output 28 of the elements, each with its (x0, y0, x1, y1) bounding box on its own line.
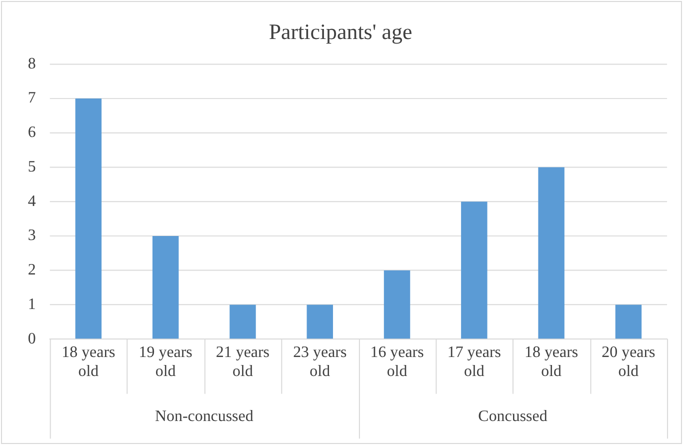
bar (384, 270, 410, 339)
bar (75, 98, 102, 339)
y-tick-label: 6 (28, 124, 36, 142)
y-tick-label: 1 (28, 296, 36, 313)
bar (538, 167, 564, 339)
y-tick-label: 5 (28, 158, 36, 176)
bar (306, 304, 333, 339)
chart-title: Participants' age (268, 18, 412, 44)
text: Non-concussed (154, 408, 254, 425)
bar (615, 304, 642, 339)
x-tick-label: 18 years old (62, 344, 116, 380)
y-tick-label: 7 (28, 90, 36, 107)
y-tick-label: 4 (28, 192, 36, 210)
bar (461, 202, 488, 339)
bar (230, 304, 256, 339)
x-tick-label: 21 years old (216, 344, 270, 380)
x-tick-label: 20 years old (602, 344, 656, 380)
y-tick-label: 3 (28, 227, 36, 244)
y-tick-label: 2 (28, 262, 36, 279)
x-tick-label: 16 years old (370, 344, 424, 380)
x-tick-label: 18 years old (524, 344, 578, 380)
y-tick-label: 8 (28, 55, 36, 72)
x-tick-label: 17 years old (447, 344, 501, 380)
text: Concussed (478, 408, 548, 425)
y-tick-label: 0 (28, 330, 36, 348)
bar (152, 236, 179, 339)
x-tick-label: 19 years old (138, 344, 192, 380)
x-tick-label: 23 years old (293, 344, 347, 380)
